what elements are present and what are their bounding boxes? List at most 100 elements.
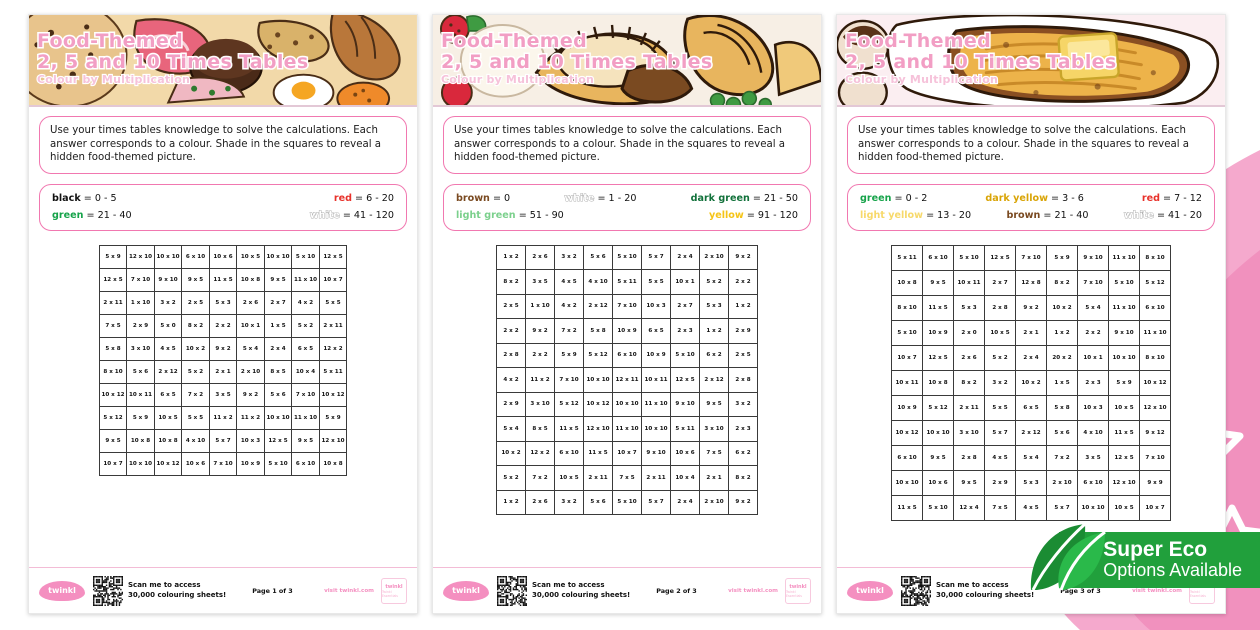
grid-cell[interactable]: 10 x 9 xyxy=(612,318,642,344)
grid-cell[interactable]: 3 x 5 xyxy=(525,269,555,295)
grid-cell[interactable]: 3 x 2 xyxy=(554,489,584,516)
grid-cell[interactable]: 2 x 4 xyxy=(263,336,293,361)
grid-cell[interactable]: 2 x 11 xyxy=(318,313,348,338)
grid-cell[interactable]: 3 x 10 xyxy=(126,336,155,361)
grid-cell[interactable]: 10 x 10 xyxy=(263,244,293,269)
qr-code[interactable] xyxy=(93,575,123,606)
grid-cell[interactable]: 9 x 10 xyxy=(1108,319,1140,346)
grid-cell[interactable]: 7 x 2 xyxy=(181,382,210,407)
grid-cell[interactable]: 2 x 6 xyxy=(236,290,265,315)
grid-cell[interactable]: 12 x 5 xyxy=(670,367,700,393)
grid-cell[interactable]: 3 x 2 xyxy=(153,290,183,315)
grid-cell[interactable]: 10 x 5 xyxy=(1108,394,1140,421)
grid-cell[interactable]: 12 x 5 xyxy=(1108,444,1140,471)
grid-cell[interactable]: 2 x 10 xyxy=(699,489,729,516)
grid-cell[interactable]: 3 x 5 xyxy=(208,382,238,407)
grid-cell[interactable]: 10 x 5 xyxy=(153,405,183,430)
grid-cell[interactable]: 5 x 7 xyxy=(208,428,238,453)
grid-cell[interactable]: 2 x 1 xyxy=(1015,319,1047,346)
grid-cell[interactable]: 2 x 5 xyxy=(496,293,526,320)
grid-cell[interactable]: 8 x 10 xyxy=(891,294,923,321)
grid-cell[interactable]: 10 x 8 xyxy=(318,451,348,476)
grid-cell[interactable]: 2 x 4 xyxy=(1015,344,1047,371)
worksheet-page-1[interactable]: Food-Themed 2, 5 and 10 Times Tables Colou… xyxy=(28,14,418,614)
grid-cell[interactable]: 3 x 2 xyxy=(554,244,584,271)
grid-cell[interactable]: 6 x 10 xyxy=(612,342,642,369)
grid-cell[interactable]: 3 x 2 xyxy=(728,391,758,418)
grid-cell[interactable]: 7 x 10 xyxy=(1077,269,1109,296)
grid-cell[interactable]: 5 x 12 xyxy=(1139,269,1171,296)
grid-cell[interactable]: 10 x 1 xyxy=(236,313,265,338)
super-eco-badge[interactable]: Super Eco Options Available xyxy=(1031,522,1260,591)
grid-cell[interactable]: 2 x 10 xyxy=(236,359,265,384)
grid-cell[interactable]: 10 x 12 xyxy=(891,419,923,446)
grid-cell[interactable]: 20 x 2 xyxy=(1046,344,1078,371)
grid-cell[interactable]: 2 x 11 xyxy=(953,394,985,421)
twinkl-logo[interactable]: twinkl xyxy=(847,580,893,601)
grid-cell[interactable]: 7 x 10 xyxy=(1139,444,1171,471)
grid-cell[interactable]: 5 x 8 xyxy=(98,336,128,361)
grid-cell[interactable]: 5 x 2 xyxy=(496,465,526,491)
grid-cell[interactable]: 10 x 6 xyxy=(181,451,210,476)
grid-cell[interactable]: 10 x 10 xyxy=(126,451,155,476)
grid-cell[interactable]: 9 x 12 xyxy=(1139,419,1171,446)
grid-cell[interactable]: 5 x 10 xyxy=(1108,269,1140,296)
grid-cell[interactable]: 2 x 10 xyxy=(1046,469,1078,496)
worksheet-page-2[interactable]: Food-Themed 2, 5 and 10 Times Tables Colou… xyxy=(432,14,822,614)
grid-cell[interactable]: 11 x 5 xyxy=(1108,419,1140,446)
grid-cell[interactable]: 11 x 10 xyxy=(1139,319,1171,346)
grid-cell[interactable]: 2 x 2 xyxy=(496,318,526,344)
grid-cell[interactable]: 5 x 6 xyxy=(1046,419,1078,446)
grid-cell[interactable]: 2 x 9 xyxy=(496,391,526,418)
grid-cell[interactable]: 9 x 10 xyxy=(153,267,183,292)
grid-cell[interactable]: 1 x 2 xyxy=(1046,319,1078,346)
grid-cell[interactable]: 9 x 5 xyxy=(922,444,954,471)
grid-cell[interactable]: 5 x 6 xyxy=(263,382,293,407)
grid-cell[interactable]: 7 x 5 xyxy=(98,313,128,338)
grid-cell[interactable]: 5 x 10 xyxy=(670,342,700,369)
grid-cell[interactable]: 9 x 2 xyxy=(728,244,758,271)
grid-cell[interactable]: 5 x 3 xyxy=(1015,469,1047,496)
grid-cell[interactable]: 5 x 6 xyxy=(583,489,613,516)
grid-cell[interactable]: 6 x 10 xyxy=(891,444,923,471)
grid-cell[interactable]: 2 x 11 xyxy=(641,465,671,491)
grid-cell[interactable]: 2 x 5 xyxy=(728,342,758,369)
grid-cell[interactable]: 4 x 10 xyxy=(181,428,210,453)
grid-cell[interactable]: 5 x 7 xyxy=(641,489,671,516)
grid-cell[interactable]: 5 x 8 xyxy=(1046,394,1078,421)
grid-cell[interactable]: 8 x 2 xyxy=(1046,269,1078,296)
grid-cell[interactable]: 5 x 7 xyxy=(1046,494,1078,521)
grid-cell[interactable]: 2 x 0 xyxy=(953,319,985,346)
grid-cell[interactable]: 5 x 9 xyxy=(126,405,155,430)
grid-cell[interactable]: 11 x 10 xyxy=(1108,244,1140,271)
grid-cell[interactable]: 8 x 2 xyxy=(181,313,210,338)
grid-cell[interactable]: 9 x 10 xyxy=(1077,244,1109,271)
grid-cell[interactable]: 9 x 2 xyxy=(728,489,758,516)
grid-cell[interactable]: 5 x 9 xyxy=(1108,369,1140,396)
grid-cell[interactable]: 2 x 8 xyxy=(984,294,1016,321)
grid-cell[interactable]: 6 x 2 xyxy=(728,440,758,467)
grid-cell[interactable]: 5 x 8 xyxy=(583,318,613,344)
grid-cell[interactable]: 8 x 5 xyxy=(525,416,555,442)
grid-cell[interactable]: 11 x 5 xyxy=(208,267,238,292)
grid-cell[interactable]: 2 x 2 xyxy=(525,342,555,369)
grid-cell[interactable]: 7 x 10 xyxy=(612,293,642,320)
grid-cell[interactable]: 12 x 10 xyxy=(583,416,613,442)
grid-cell[interactable]: 10 x 10 xyxy=(1077,494,1109,521)
grid-cell[interactable]: 10 x 8 xyxy=(126,428,155,453)
grid-cell[interactable]: 4 x 2 xyxy=(554,293,584,320)
grid-cell[interactable]: 5 x 4 xyxy=(1077,294,1109,321)
grid-cell[interactable]: 1 x 10 xyxy=(126,290,155,315)
twinkl-logo[interactable]: twinkl xyxy=(443,580,489,601)
grid-cell[interactable]: 12 x 8 xyxy=(1015,269,1047,296)
grid-cell[interactable]: 5 x 10 xyxy=(891,319,923,346)
grid-cell[interactable]: 2 x 4 xyxy=(670,489,700,516)
grid-cell[interactable]: 7 x 10 xyxy=(1015,244,1047,271)
grid-cell[interactable]: 10 x 1 xyxy=(1077,344,1109,371)
grid-cell[interactable]: 7 x 10 xyxy=(126,267,155,292)
grid-cell[interactable]: 10 x 5 xyxy=(236,244,265,269)
grid-cell[interactable]: 2 x 7 xyxy=(670,293,700,320)
grid-cell[interactable]: 2 x 3 xyxy=(728,416,758,442)
grid-cell[interactable]: 5 x 3 xyxy=(699,293,729,320)
